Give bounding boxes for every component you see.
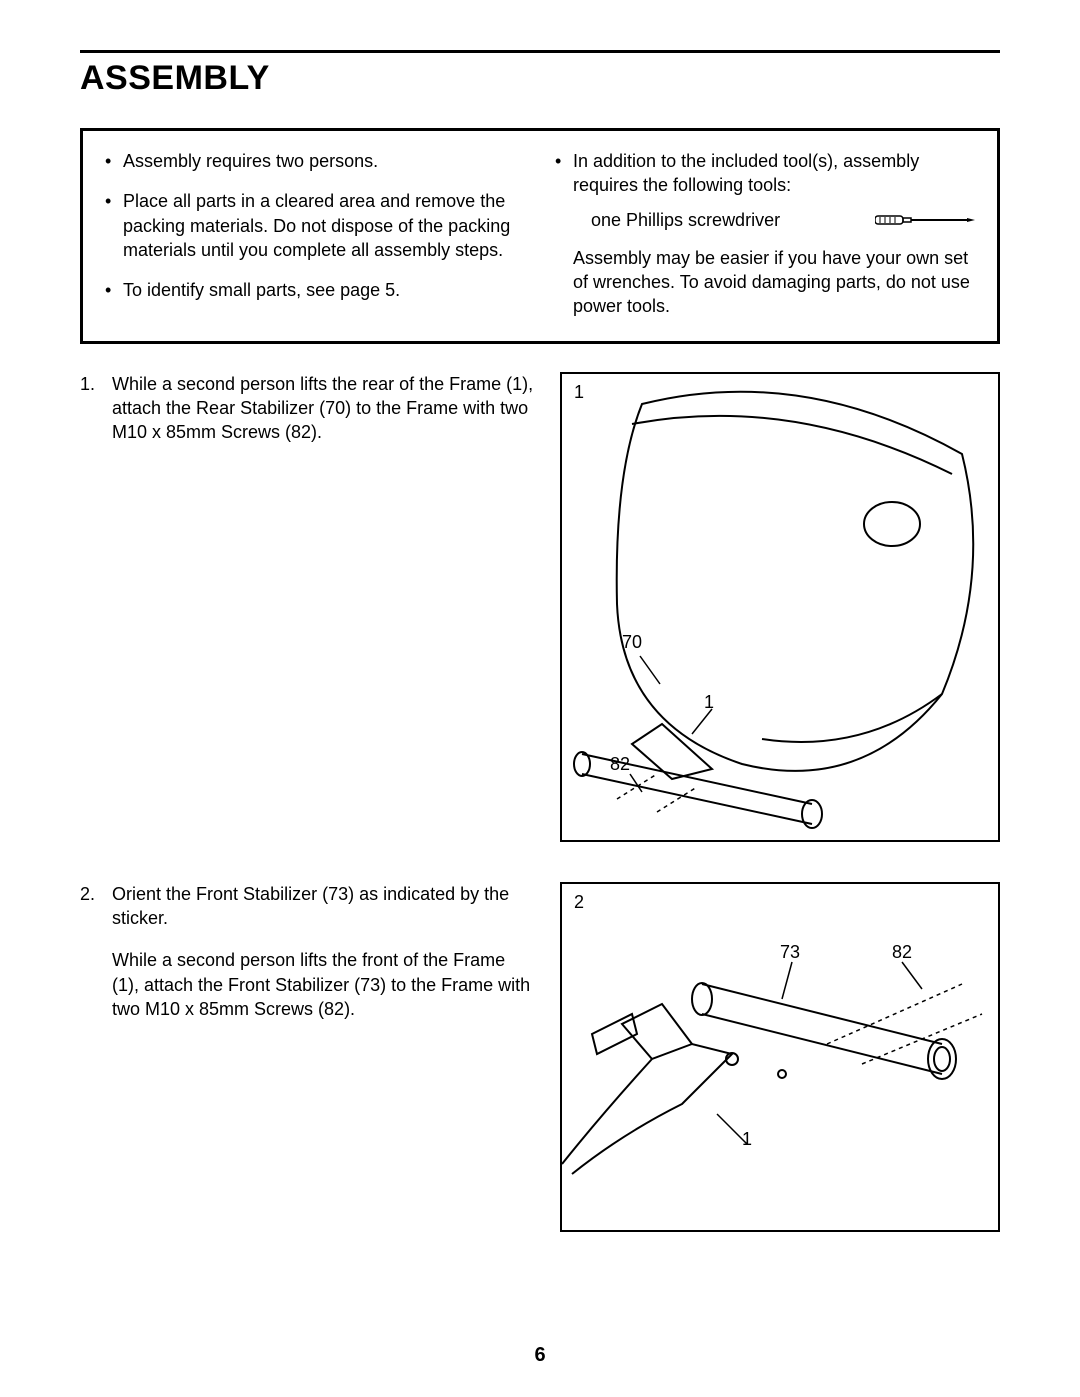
assembly-figure: 1 [560,372,1000,842]
bullet-icon: • [105,149,123,173]
figure-callout: 70 [622,632,642,653]
step-paragraph: Orient the Front Stabilizer (73) as indi… [112,882,536,931]
figure-callout: 1 [704,692,714,713]
figure-callout: 82 [610,754,630,775]
note-text: Place all parts in a cleared area and re… [123,189,525,262]
step-number: 2. [80,882,112,1021]
figure-callout: 1 [742,1129,752,1150]
note-item: • Place all parts in a cleared area and … [105,189,525,262]
tool-row: one Phillips screwdriver [591,208,975,232]
figure-callout: 82 [892,942,912,963]
note-item: • In addition to the included tool(s), a… [555,149,975,319]
note-text: To identify small parts, see page 5. [123,278,525,302]
page-number: 6 [0,1344,1080,1367]
figure-callout: 73 [780,942,800,963]
step-text: 1. While a second person lifts the rear … [80,372,536,445]
note-text-block: In addition to the included tool(s), ass… [573,149,975,319]
step-text: 2. Orient the Front Stabilizer (73) as i… [80,882,536,1021]
top-rule [80,50,1000,53]
tool-label: one Phillips screwdriver [591,208,780,232]
assembly-step: 1. While a second person lifts the rear … [80,372,1000,842]
step-paragraph: While a second person lifts the rear of … [112,372,536,445]
bullet-icon: • [555,149,573,319]
screwdriver-icon [875,212,975,228]
note-item: • Assembly requires two persons. [105,149,525,173]
step-paragraph: While a second person lifts the front of… [112,948,536,1021]
tools-intro: In addition to the included tool(s), ass… [573,149,975,198]
note-item: • To identify small parts, see page 5. [105,278,525,302]
bullet-icon: • [105,189,123,262]
bullet-icon: • [105,278,123,302]
figure-2-drawing [562,884,1002,1234]
step-body: While a second person lifts the rear of … [112,372,536,445]
assembly-figure: 2 [560,882,1000,1232]
notes-right-column: • In addition to the included tool(s), a… [555,149,975,319]
tools-outro: Assembly may be easier if you have your … [573,246,975,319]
assembly-page: ASSEMBLY • Assembly requires two persons… [0,0,1080,1397]
page-title: ASSEMBLY [80,59,1000,98]
step-number: 1. [80,372,112,445]
assembly-step: 2. Orient the Front Stabilizer (73) as i… [80,882,1000,1232]
notes-left-column: • Assembly requires two persons. • Place… [105,149,525,319]
note-text: Assembly requires two persons. [123,149,525,173]
step-body: Orient the Front Stabilizer (73) as indi… [112,882,536,1021]
assembly-notes-box: • Assembly requires two persons. • Place… [80,128,1000,344]
